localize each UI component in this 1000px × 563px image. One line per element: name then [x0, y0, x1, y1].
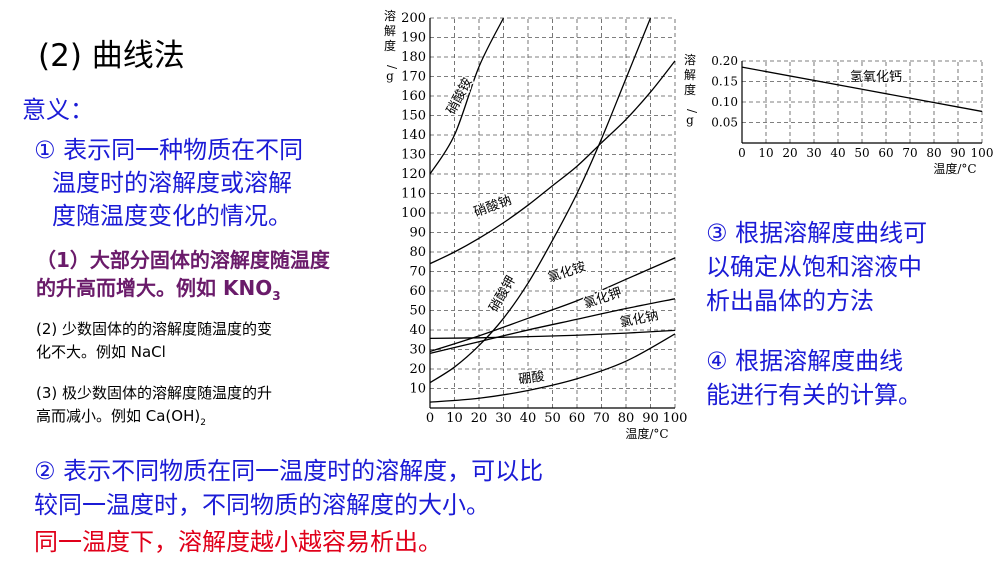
y-tick-label: 120: [401, 167, 426, 182]
series-line: [429, 329, 676, 340]
sub-point-1-line: 的升高而增大。例如 KNO3: [36, 274, 330, 310]
y-tick-label: 40: [409, 323, 426, 338]
point-1: ① 表示同一种物质在不同 温度时的溶解度或溶解 度随温度变化的情况。: [34, 134, 374, 233]
y-tick-label: 20: [409, 362, 426, 377]
x-tick-label: 30: [495, 411, 512, 426]
y-tick-label: 100: [401, 206, 426, 221]
point-3-line: ③ 根据溶解度曲线可: [706, 219, 928, 247]
y-tick-label: 60: [409, 284, 426, 299]
x-tick-label: 20: [471, 411, 488, 426]
y-tick-label: 160: [401, 89, 426, 104]
sub-point-2-line: 化不大。例如 NaCl: [36, 343, 166, 361]
y-tick-label: 50: [409, 304, 426, 319]
y-tick-label: 0.10: [711, 95, 738, 109]
sub-point-3: (3) 极少数固体的溶解度随温度的升 高而减小。例如 Ca(OH)2: [36, 382, 272, 435]
series-label: 硝酸钾: [487, 274, 519, 315]
x-axis-label: 温度/°C: [625, 426, 668, 441]
x-tick-label: 80: [618, 411, 635, 426]
y-tick-label: 90: [409, 226, 426, 241]
y-tick-label: 0.05: [711, 116, 738, 130]
x-tick-label: 10: [446, 411, 463, 426]
y-tick-label: 180: [401, 50, 426, 65]
x-axis-label: 温度/°C: [933, 161, 976, 176]
sub-point-2: (2) 少数固体的的溶解度随温度的变 化不大。例如 NaCl: [36, 318, 272, 364]
y-tick-label: 110: [401, 187, 426, 202]
point-1-line: ① 表示同一种物质在不同: [34, 136, 304, 164]
x-tick-label: 50: [544, 411, 561, 426]
sub-point-3-text: 高而减小。例如 Ca(OH): [36, 407, 201, 425]
x-tick-label: 90: [950, 146, 965, 160]
x-tick-label: 0: [426, 411, 434, 426]
x-tick-label: 70: [593, 411, 610, 426]
y-tick-label: 70: [409, 265, 426, 280]
red-note: 同一温度下，溶解度越小越容易析出。: [34, 528, 442, 556]
series-line: [429, 60, 676, 265]
point-3-line: 析出晶体的方法: [706, 287, 874, 315]
series-line: [429, 298, 676, 355]
subscript: 2: [200, 418, 206, 428]
series-label: 氯化铵: [546, 260, 588, 286]
y-axis-label: 溶解度/g: [684, 52, 699, 127]
x-tick-label: 0: [738, 146, 746, 160]
sub-point-3-line: 高而减小。例如 Ca(OH)2: [36, 405, 272, 435]
point-2: ② 表示不同物质在同一温度时的溶解度，可以比 较同一温度时，不同物质的溶解度的大…: [34, 454, 543, 522]
x-tick-label: 90: [642, 411, 659, 426]
point-3-line: 以确定从饱和溶液中: [706, 253, 922, 281]
x-tick-label: 40: [520, 411, 537, 426]
y-tick-label: 140: [401, 128, 426, 143]
sub-point-1: （1）大部分固体的溶解度随温度 的升高而增大。例如 KNO3: [36, 246, 330, 310]
x-tick-label: 20: [782, 146, 797, 160]
series-line: [429, 17, 505, 175]
point-1-line: 度随温度变化的情况。: [52, 202, 292, 230]
x-tick-label: 80: [926, 146, 941, 160]
sub-point-1-line: （1）大部分固体的溶解度随温度: [36, 248, 330, 272]
subscript: 3: [272, 289, 281, 303]
sub-point-2-line: (2) 少数固体的的溶解度随温度的变: [36, 320, 273, 338]
y-tick-label: 80: [409, 245, 426, 260]
point-4-line: 能进行有关的计算。: [706, 381, 922, 409]
series-label: 硼酸: [518, 369, 546, 387]
y-tick-label: 200: [401, 11, 426, 26]
point-1-line: 温度时的溶解度或溶解: [52, 169, 292, 197]
series-line: [429, 17, 652, 384]
x-tick-label: 100: [971, 146, 994, 160]
y-tick-label: 150: [401, 109, 426, 124]
y-tick-label: 130: [401, 148, 426, 163]
point-4-line: ④ 根据溶解度曲线: [706, 347, 904, 375]
y-axis-label: 溶解度/g: [384, 8, 399, 83]
x-tick-label: 100: [663, 411, 688, 426]
series-label: 氢氧化钙: [850, 70, 902, 85]
sub-point-1-text: 的升高而增大。例如 KNO: [36, 276, 273, 300]
series-label: 硝酸铵: [444, 76, 476, 117]
x-tick-label: 10: [758, 146, 773, 160]
y-tick-label: 0.15: [711, 75, 738, 89]
series-line: [741, 66, 983, 113]
x-tick-label: 60: [569, 411, 586, 426]
y-tick-label: 10: [409, 382, 426, 397]
x-tick-label: 50: [854, 146, 869, 160]
x-tick-label: 70: [902, 146, 917, 160]
point-4: ④ 根据溶解度曲线 能进行有关的计算。: [706, 344, 922, 412]
meaning-label: 意义：: [22, 96, 94, 124]
point-2-line: ② 表示不同物质在同一温度时的溶解度，可以比: [34, 457, 544, 485]
sub-point-3-line: (3) 极少数固体的溶解度随温度的升: [36, 384, 273, 402]
slide-title: (2) 曲线法: [38, 38, 185, 74]
series-line: [429, 333, 676, 403]
point-3: ③ 根据溶解度曲线可 以确定从饱和溶液中 析出晶体的方法: [706, 216, 927, 318]
point-2-line: 较同一温度时，不同物质的溶解度的大小。: [34, 491, 490, 519]
y-tick-label: 170: [401, 70, 426, 85]
y-tick-label: 0.20: [711, 54, 738, 68]
x-tick-label: 30: [806, 146, 821, 160]
y-tick-label: 190: [401, 31, 426, 46]
y-tick-label: 30: [409, 343, 426, 358]
x-tick-label: 40: [830, 146, 845, 160]
series-label: 氯化钠: [619, 308, 660, 331]
series-label: 硝酸钠: [472, 193, 514, 220]
x-tick-label: 60: [878, 146, 893, 160]
